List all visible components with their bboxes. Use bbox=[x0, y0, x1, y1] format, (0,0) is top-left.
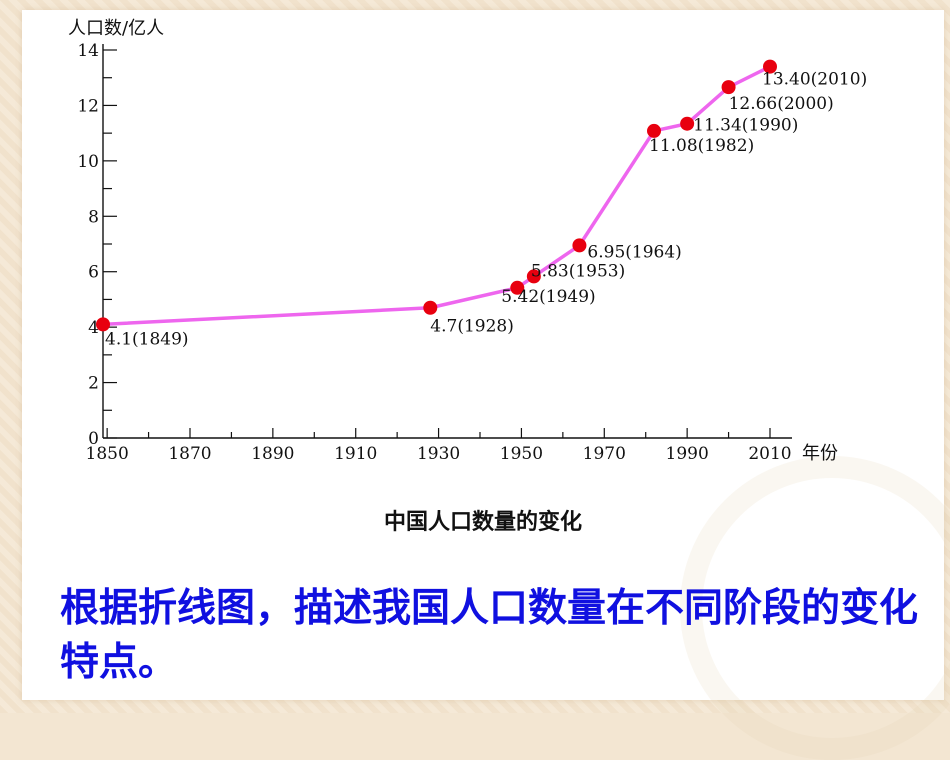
y-tick-label: 0 bbox=[88, 429, 99, 449]
data-label: 11.34(1990) bbox=[693, 116, 798, 136]
x-tick-label: 1950 bbox=[500, 444, 543, 464]
x-tick-label: 1930 bbox=[417, 444, 460, 464]
data-point bbox=[423, 300, 438, 315]
y-tick-label: 10 bbox=[77, 152, 99, 172]
chart-caption: 中国人口数量的变化 bbox=[383, 510, 582, 535]
y-tick-label: 2 bbox=[88, 374, 99, 394]
data-point bbox=[721, 80, 736, 95]
y-axis-label: 人口数/亿人 bbox=[68, 18, 164, 39]
y-tick-label: 4 bbox=[88, 318, 99, 338]
x-tick-label: 1870 bbox=[168, 444, 211, 464]
data-point bbox=[763, 59, 777, 74]
data-label: 4.1(1849) bbox=[105, 329, 189, 349]
data-label: 5.42(1949) bbox=[501, 287, 595, 307]
data-point bbox=[96, 317, 110, 332]
question-text: 根据折线图，描述我国人口数量在不同阶段的变化特点。 bbox=[60, 586, 919, 685]
data-label: 12.66(2000) bbox=[729, 94, 834, 114]
x-tick-label: 1890 bbox=[251, 444, 294, 464]
population-line bbox=[102, 65, 771, 327]
slide: 0 2 4 6 8 10 12 14 1850 1870 1890 1910 1930 1950 1970 1… bbox=[22, 10, 950, 760]
x-tick-label: 1990 bbox=[666, 444, 709, 464]
x-tick-label: 2010 bbox=[748, 444, 791, 464]
data-label: 4.7(1928) bbox=[430, 317, 514, 337]
y-tick-label: 14 bbox=[77, 41, 99, 61]
y-tick-label: 6 bbox=[88, 263, 99, 283]
x-tick-label: 1850 bbox=[86, 444, 129, 464]
x-tick-label: 1970 bbox=[583, 444, 626, 464]
data-point bbox=[647, 123, 661, 138]
data-label: 5.83(1953) bbox=[531, 261, 625, 281]
data-label: 6.95(1964) bbox=[587, 242, 681, 262]
data-point bbox=[526, 269, 541, 284]
y-tick-label: 12 bbox=[77, 96, 99, 116]
data-label: 11.08(1982) bbox=[649, 136, 754, 156]
population-line-chart: 0 2 4 6 8 10 12 14 1850 1870 1890 1910 1930 1950 1970 1… bbox=[68, 18, 867, 464]
y-tick-label: 8 bbox=[88, 207, 99, 227]
x-axis-label: 年份 bbox=[802, 443, 838, 464]
data-label: 13.40(2010) bbox=[762, 70, 867, 90]
data-point bbox=[572, 238, 587, 253]
data-point bbox=[510, 280, 525, 295]
data-point bbox=[680, 116, 695, 131]
x-tick-label: 1910 bbox=[334, 444, 377, 464]
